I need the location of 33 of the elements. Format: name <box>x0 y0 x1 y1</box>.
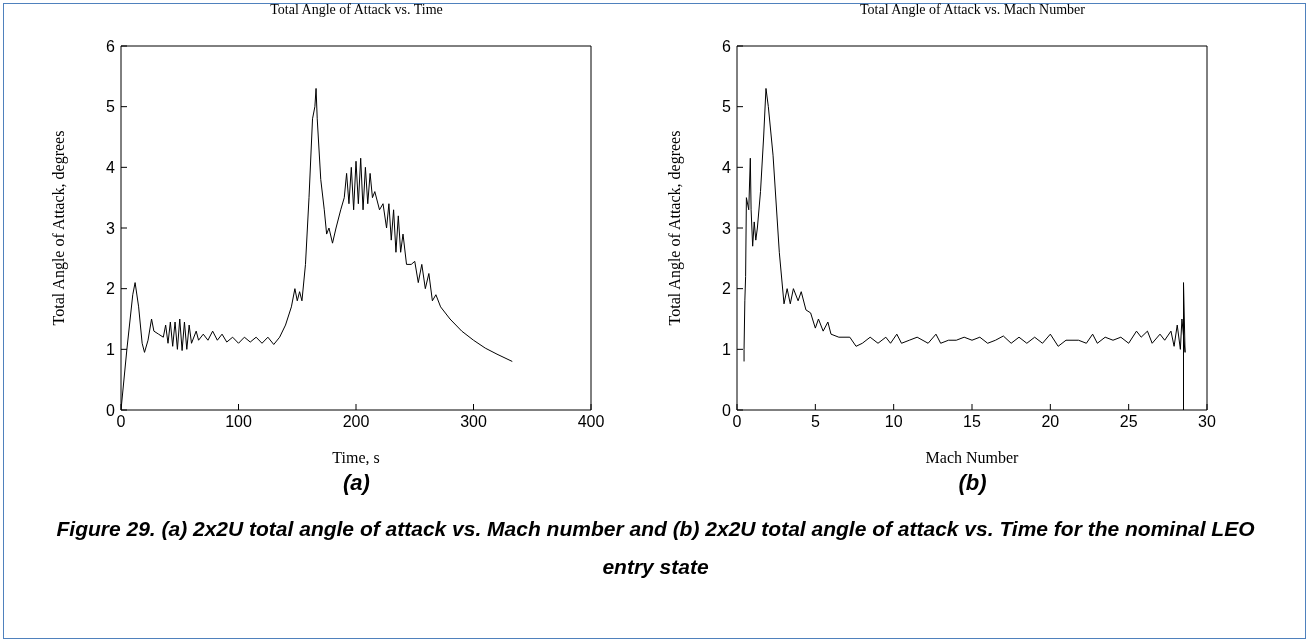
x-tick-label: 25 <box>1119 413 1138 431</box>
x-tick-label: 20 <box>1041 413 1060 431</box>
y-tick-label: 1 <box>106 341 116 359</box>
chart-title: Total Angle of Attack vs. Time <box>269 2 444 18</box>
chart-title: Total Angle of Attack vs. Mach Number <box>859 2 1086 18</box>
y-tick-label: 3 <box>106 219 116 237</box>
y-tick-label: 6 <box>722 37 732 55</box>
y-tick-label: 1 <box>722 341 732 359</box>
caption: Figure 29. (a) 2x2U total angle of attack vs. Mach number and (b) 2x2U total angle of attack vs. Time for the nominal LEO entry state <box>55 516 1256 580</box>
y-axis-title: Total Angle of Attack, degrees <box>49 130 68 326</box>
y-tick-label: 0 <box>722 401 732 419</box>
y-tick-label: 0 <box>106 401 116 419</box>
y-tick-label: 4 <box>106 159 116 177</box>
y-tick-label: 5 <box>722 98 732 116</box>
y-tick-label: 4 <box>722 159 732 177</box>
y-tick-label: 3 <box>722 219 732 237</box>
x-axis-title: Mach Number <box>925 449 1020 466</box>
x-tick-label: 5 <box>810 413 820 431</box>
x-tick-label: 200 <box>342 413 370 431</box>
x-tick-label: 30 <box>1198 413 1216 431</box>
x-axis-title: Time, s <box>332 449 380 466</box>
x-tick-label: 15 <box>963 413 981 431</box>
text: (a) <box>342 470 371 496</box>
x-tick-label: 10 <box>884 413 903 431</box>
x-tick-label: 400 <box>577 413 605 431</box>
x-tick-label: 300 <box>460 413 487 431</box>
text: (b) <box>957 470 988 496</box>
x-tick-label: 100 <box>225 413 252 431</box>
y-tick-label: 5 <box>106 98 116 116</box>
y-tick-label: 2 <box>722 280 732 298</box>
y-axis-title: Total Angle of Attack, degrees <box>665 130 684 326</box>
y-tick-label: 6 <box>106 37 116 55</box>
y-tick-label: 2 <box>106 280 116 298</box>
